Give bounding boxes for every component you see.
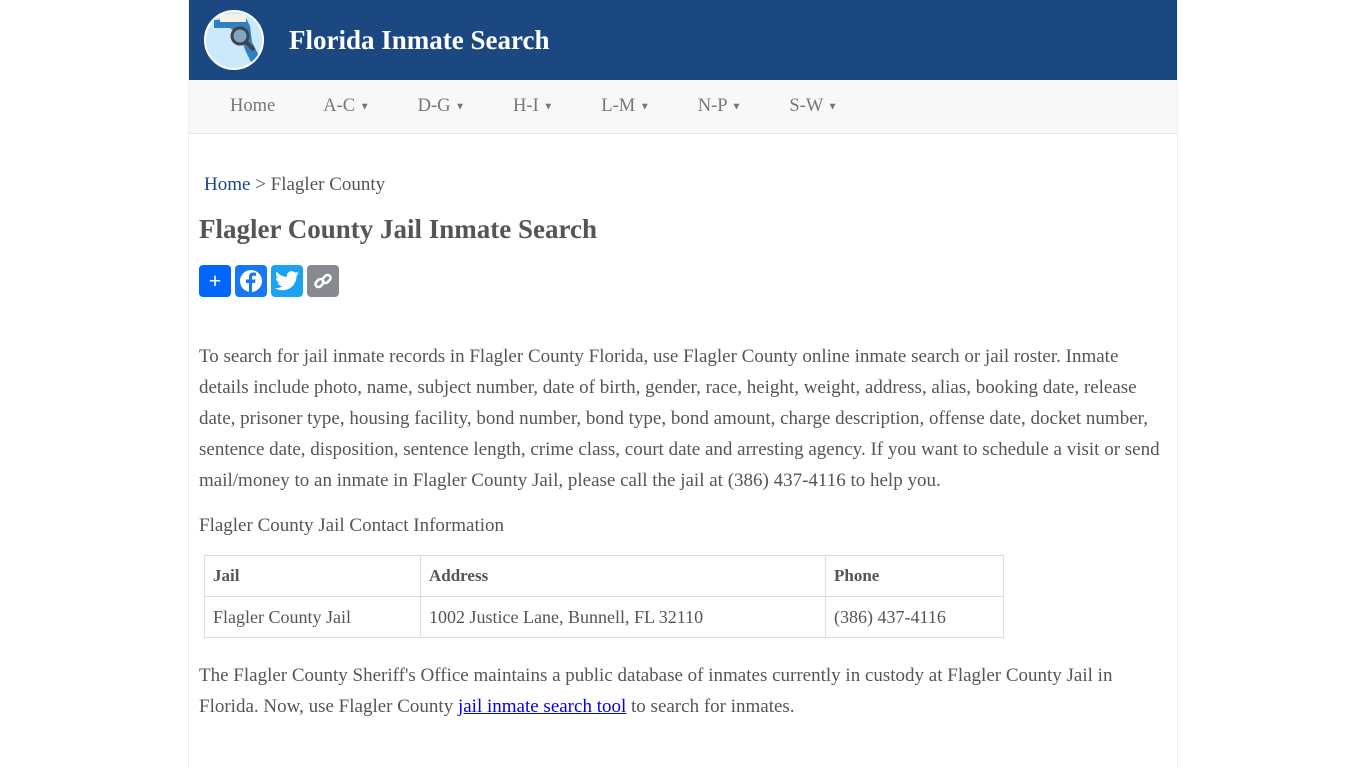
nav-n-p[interactable]: N-P ▼ xyxy=(677,96,763,117)
nav-s-w[interactable]: S-W ▼ xyxy=(768,96,858,117)
jail-inmate-search-link[interactable]: jail inmate search tool xyxy=(457,696,627,717)
nav-label: Home xyxy=(230,96,276,116)
contact-table: Jail Address Phone Flagler County Jail 1… xyxy=(204,555,1004,638)
caret-down-icon: ▼ xyxy=(827,101,838,113)
header-address: Address xyxy=(420,555,826,597)
page-title: Flagler County Jail Inmate Search xyxy=(199,214,597,244)
copy-link-icon[interactable] xyxy=(307,265,339,297)
nav-label: D-G xyxy=(417,96,451,116)
main-nav: Home A-C ▼ D-G ▼ H-I ▼ L-M ▼ N-P ▼ S-W ▼ xyxy=(189,80,1177,134)
header-jail: Jail xyxy=(204,555,421,597)
nav-d-g[interactable]: D-G ▼ xyxy=(397,96,486,117)
caret-down-icon: ▼ xyxy=(731,101,742,113)
site-title[interactable]: Florida Inmate Search xyxy=(289,24,550,55)
nav-label: L-M xyxy=(601,96,636,116)
table-row: Flagler County Jail 1002 Justice Lane, B… xyxy=(204,596,1004,638)
caret-down-icon: ▼ xyxy=(543,101,554,113)
facebook-icon[interactable] xyxy=(235,265,267,297)
nav-home[interactable]: Home xyxy=(209,96,296,117)
nav-a-c[interactable]: A-C ▼ xyxy=(302,96,390,117)
site-header: Florida Inmate Search xyxy=(189,0,1177,80)
table-header-row: Jail Address Phone xyxy=(204,555,1004,597)
twitter-icon[interactable] xyxy=(271,265,303,297)
page-container: Florida Inmate Search Home A-C ▼ D-G ▼ H… xyxy=(188,0,1178,768)
paragraph-text: The Flagler County Sheriff's Office main… xyxy=(199,665,1113,717)
main-content: Home > Flagler County Flagler County Jai… xyxy=(189,174,1177,722)
site-logo[interactable] xyxy=(204,10,264,70)
share-buttons: + xyxy=(199,265,1167,297)
nav-h-i[interactable]: H-I ▼ xyxy=(492,96,574,117)
nav-label: H-I xyxy=(513,96,539,116)
share-plus-icon[interactable]: + xyxy=(199,265,231,297)
nav-label: A-C xyxy=(323,96,356,116)
breadcrumb: Home > Flagler County xyxy=(199,174,1167,196)
breadcrumb-current: Flagler County xyxy=(270,174,386,195)
intro-paragraph: To search for jail inmate records in Fla… xyxy=(199,346,1160,491)
nav-label: S-W xyxy=(789,96,823,116)
caret-down-icon: ▼ xyxy=(455,101,466,113)
caret-down-icon: ▼ xyxy=(639,101,650,113)
cell-phone: (386) 437-4116 xyxy=(825,596,1004,638)
cell-address: 1002 Justice Lane, Bunnell, FL 32110 xyxy=(420,596,826,638)
search-paragraph: The Flagler County Sheriff's Office main… xyxy=(199,660,1167,722)
breadcrumb-separator: > xyxy=(255,174,266,195)
cell-jail: Flagler County Jail xyxy=(204,596,421,638)
breadcrumb-home-link[interactable]: Home xyxy=(204,174,251,195)
header-phone: Phone xyxy=(825,555,1004,597)
contact-heading: Flagler County Jail Contact Information xyxy=(199,515,505,536)
nav-l-m[interactable]: L-M ▼ xyxy=(580,96,670,117)
caret-down-icon: ▼ xyxy=(359,101,370,113)
paragraph-text: to search for inmates. xyxy=(626,696,795,717)
nav-label: N-P xyxy=(697,96,727,116)
